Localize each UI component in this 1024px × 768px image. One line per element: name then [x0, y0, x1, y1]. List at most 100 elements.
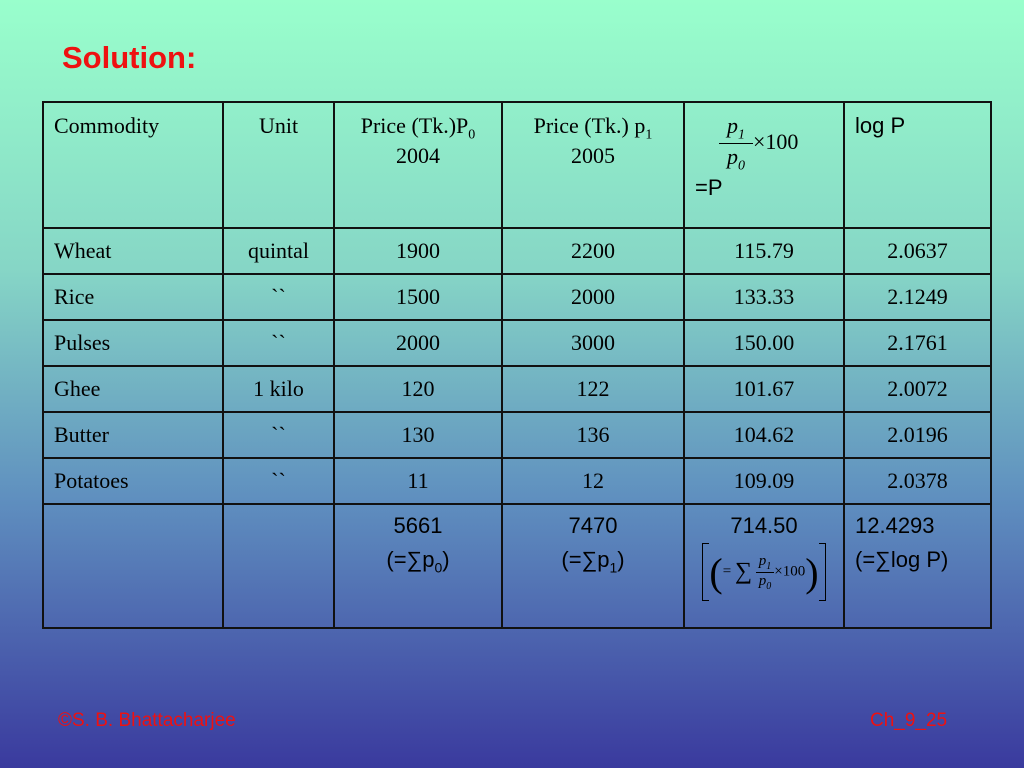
total-label: (=∑p1)	[503, 547, 683, 575]
total-value: 7470	[568, 513, 618, 538]
total-label: (=∑p0)	[335, 547, 501, 575]
table-cell: 12	[501, 457, 685, 505]
table-cell: 109.09	[683, 457, 845, 505]
numerator: p1	[755, 552, 775, 573]
table-cell: Pulses	[42, 319, 224, 367]
table-cell: 2.0072	[843, 365, 992, 413]
table-cell: 2000	[501, 273, 685, 321]
table-cell: 2200	[501, 227, 685, 275]
header-text: Price (Tk.)P	[360, 113, 469, 138]
symbol: p	[758, 572, 767, 589]
table-row: Butter `` 130 136 104.62 2.0196	[42, 411, 992, 459]
paren: )	[805, 549, 819, 595]
fraction: p1 p0	[719, 113, 753, 175]
header-text: Unit	[258, 113, 299, 138]
table-cell: 104.62	[683, 411, 845, 459]
table-cell: 1 kilo	[222, 365, 335, 413]
total-label: (=∑log P)	[855, 547, 949, 572]
header-cell: Price (Tk.)P0 2004	[333, 101, 503, 229]
subscript: 0	[468, 127, 476, 143]
formula: p1 p0 ×100	[695, 113, 843, 175]
table-cell: Potatoes	[42, 457, 224, 505]
table-cell: 130	[333, 411, 503, 459]
denominator: p0	[727, 144, 745, 174]
header-cell: Commodity	[42, 101, 224, 229]
header-cell: p1 p0 ×100 =P	[683, 101, 845, 229]
table-cell: 115.79	[683, 227, 845, 275]
total-cell: 12.4293 (=∑log P)	[843, 503, 992, 629]
header-text: log P	[855, 113, 906, 138]
table-cell: ``	[222, 273, 335, 321]
table-body: Wheat quintal 1900 2200 115.79 2.0637 Rice `` 15…	[42, 227, 992, 505]
fraction: p1 p0	[755, 552, 775, 592]
header-text: Commodity	[54, 113, 160, 138]
table-cell: Butter	[42, 411, 224, 459]
table-cell: 11	[333, 457, 503, 505]
label-text: (=∑p	[386, 547, 435, 572]
table: Commodity Unit Price (Tk.)P0 2004 Price (…	[42, 101, 992, 629]
subscript: 1	[609, 559, 618, 576]
table-cell: 2000	[333, 319, 503, 367]
paren: (	[709, 549, 723, 595]
header-text: Price (Tk.) p	[533, 113, 646, 138]
totals-row: 5661 (=∑p0) 7470 (=∑p1) 714.50 (= ∑ p1 p0 ×1…	[42, 503, 992, 629]
symbol: p	[727, 113, 738, 138]
equals: =	[722, 563, 732, 580]
subscript: 0	[738, 158, 745, 174]
symbol: p	[727, 144, 738, 170]
header-row: Commodity Unit Price (Tk.)P0 2004 Price (…	[42, 101, 992, 229]
header-year: 2004	[396, 143, 440, 169]
table-cell: Rice	[42, 273, 224, 321]
table-cell: 150.00	[683, 319, 845, 367]
label-text: (=∑p	[561, 547, 610, 572]
table-row: Pulses `` 2000 3000 150.00 2.1761	[42, 319, 992, 367]
header-year: 2005	[571, 143, 615, 169]
table-cell: ``	[222, 411, 335, 459]
table-cell: 3000	[501, 319, 685, 367]
sigma: ∑	[734, 558, 753, 585]
numerator: p1	[719, 113, 753, 145]
table-cell: 2.1249	[843, 273, 992, 321]
total-cell: 5661 (=∑p0)	[333, 503, 503, 629]
table-cell: Wheat	[42, 227, 224, 275]
label-text: )	[442, 547, 450, 572]
table-row: Potatoes `` 11 12 109.09 2.0378	[42, 457, 992, 505]
table-row: Wheat quintal 1900 2200 115.79 2.0637	[42, 227, 992, 275]
table-cell: ``	[222, 457, 335, 505]
subscript: 1	[766, 560, 772, 572]
subscript: 0	[766, 580, 772, 592]
title: Solution:	[62, 40, 197, 75]
subscript: 1	[645, 127, 653, 143]
table-cell: 133.33	[683, 273, 845, 321]
denominator: p0	[759, 573, 772, 592]
subscript: 0	[434, 559, 443, 576]
header-cell: log P	[843, 101, 992, 229]
formula-result: =P	[695, 174, 723, 200]
header-cell: Unit	[222, 101, 335, 229]
table-cell: ``	[222, 319, 335, 367]
total-cell: 7470 (=∑p1)	[501, 503, 685, 629]
label-text: )	[617, 547, 625, 572]
table-cell: 1900	[333, 227, 503, 275]
table-cell: Ghee	[42, 365, 224, 413]
table-row: Ghee 1 kilo 120 122 101.67 2.0072	[42, 365, 992, 413]
table-cell: 1500	[333, 273, 503, 321]
multiplier: ×100	[774, 563, 806, 580]
bracket	[702, 543, 710, 601]
table-cell: 2.1761	[843, 319, 992, 367]
empty-cell	[222, 503, 335, 629]
footer-author: ©S. B. Bhattacharjee	[58, 710, 236, 731]
subscript: 1	[738, 127, 745, 143]
total-value: 5661	[393, 513, 443, 538]
table-cell: 101.67	[683, 365, 845, 413]
table-cell: quintal	[222, 227, 335, 275]
table-row: Rice `` 1500 2000 133.33 2.1249	[42, 273, 992, 321]
total-value: 12.4293	[855, 513, 935, 538]
table-cell: 120	[333, 365, 503, 413]
total-cell: 714.50 (= ∑ p1 p0 ×100)	[683, 503, 845, 629]
symbol: p	[758, 552, 767, 569]
table-cell: 2.0196	[843, 411, 992, 459]
bracket	[818, 543, 826, 601]
empty-cell	[42, 503, 224, 629]
